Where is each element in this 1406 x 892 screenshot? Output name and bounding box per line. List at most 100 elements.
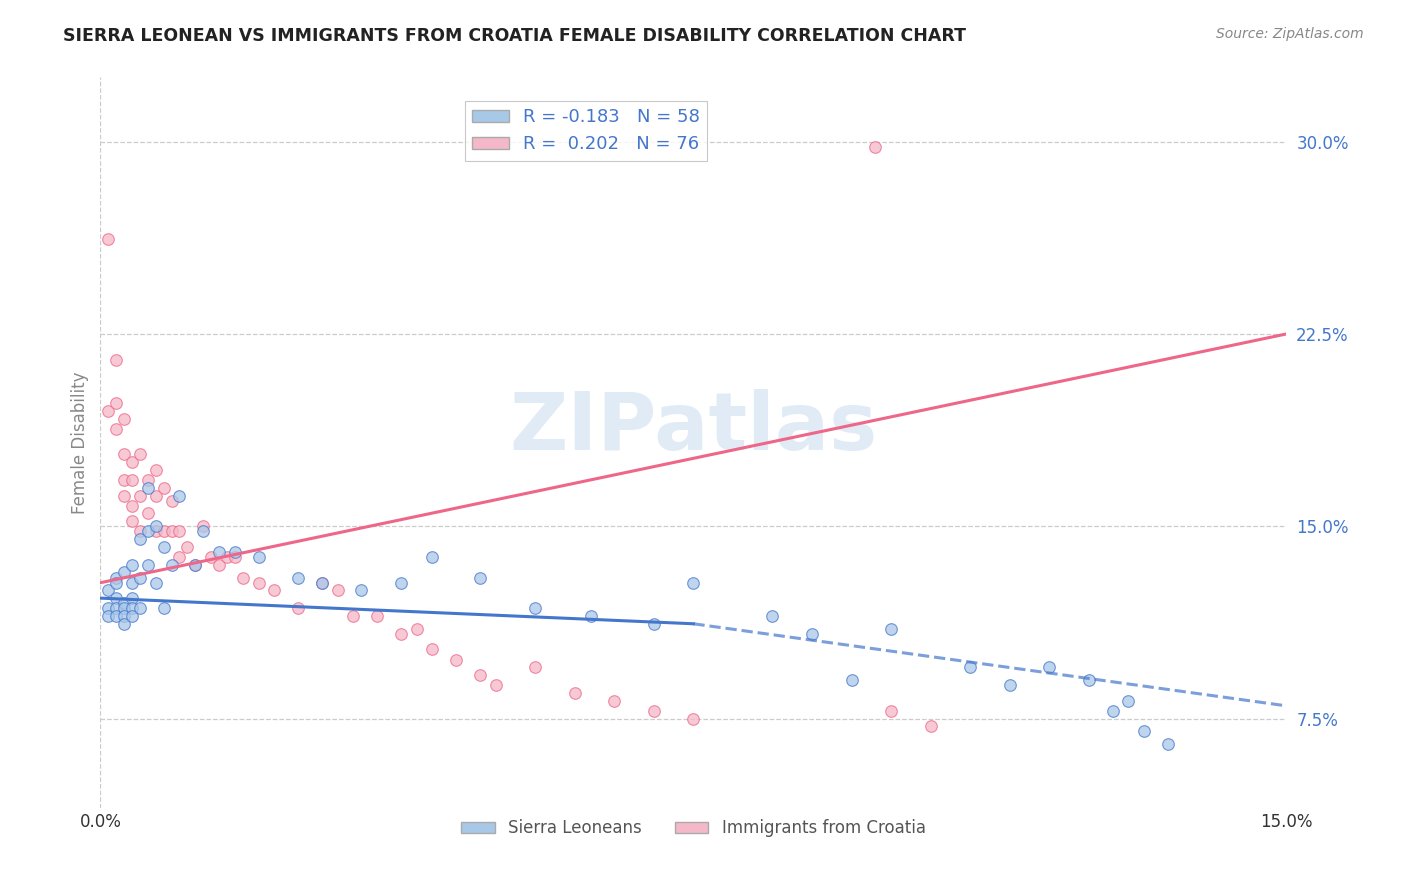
Point bbox=[215, 550, 238, 565]
Text: SIERRA LEONEAN VS IMMIGRANTS FROM CROATIA FEMALE DISABILITY CORRELATION CHART: SIERRA LEONEAN VS IMMIGRANTS FROM CROATI… bbox=[63, 27, 966, 45]
Point bbox=[128, 448, 150, 462]
Point bbox=[136, 524, 159, 539]
Point bbox=[136, 473, 159, 487]
Point bbox=[224, 545, 246, 559]
Point bbox=[97, 232, 120, 246]
Point bbox=[1101, 704, 1123, 718]
Point bbox=[422, 642, 444, 657]
Point bbox=[105, 601, 128, 615]
Text: ZIPatlas: ZIPatlas bbox=[509, 389, 877, 467]
Point bbox=[128, 601, 150, 615]
Point bbox=[1038, 660, 1060, 674]
Point bbox=[682, 575, 704, 590]
Point bbox=[184, 558, 207, 572]
Point bbox=[1133, 724, 1156, 739]
Point bbox=[311, 575, 333, 590]
Point bbox=[603, 694, 626, 708]
Point bbox=[643, 616, 665, 631]
Point bbox=[112, 609, 135, 624]
Point bbox=[208, 545, 231, 559]
Point bbox=[97, 583, 120, 598]
Point bbox=[287, 601, 309, 615]
Point bbox=[247, 550, 270, 565]
Point bbox=[160, 524, 183, 539]
Point bbox=[389, 627, 412, 641]
Point bbox=[169, 550, 191, 565]
Point bbox=[121, 455, 143, 469]
Point bbox=[105, 352, 128, 367]
Text: Source: ZipAtlas.com: Source: ZipAtlas.com bbox=[1216, 27, 1364, 41]
Point bbox=[880, 704, 903, 718]
Point bbox=[176, 540, 198, 554]
Point bbox=[263, 583, 285, 598]
Point bbox=[112, 566, 135, 580]
Point bbox=[643, 704, 665, 718]
Point bbox=[287, 571, 309, 585]
Point bbox=[389, 575, 412, 590]
Point bbox=[121, 609, 143, 624]
Point bbox=[136, 558, 159, 572]
Point bbox=[232, 571, 254, 585]
Legend: Sierra Leoneans, Immigrants from Croatia: Sierra Leoneans, Immigrants from Croatia bbox=[454, 813, 932, 844]
Point bbox=[444, 653, 467, 667]
Point bbox=[191, 524, 214, 539]
Point bbox=[128, 532, 150, 546]
Point bbox=[145, 575, 167, 590]
Point bbox=[121, 575, 143, 590]
Point bbox=[350, 583, 373, 598]
Point bbox=[112, 448, 135, 462]
Point bbox=[112, 473, 135, 487]
Point bbox=[128, 524, 150, 539]
Point bbox=[121, 601, 143, 615]
Point bbox=[160, 558, 183, 572]
Point bbox=[112, 411, 135, 425]
Point bbox=[105, 591, 128, 606]
Point bbox=[105, 571, 128, 585]
Point bbox=[145, 519, 167, 533]
Point bbox=[112, 616, 135, 631]
Point bbox=[152, 481, 174, 495]
Point bbox=[128, 489, 150, 503]
Point bbox=[169, 524, 191, 539]
Point bbox=[145, 489, 167, 503]
Point bbox=[524, 601, 547, 615]
Point bbox=[112, 601, 135, 615]
Point bbox=[160, 493, 183, 508]
Point bbox=[121, 473, 143, 487]
Point bbox=[112, 596, 135, 610]
Y-axis label: Female Disability: Female Disability bbox=[72, 372, 89, 514]
Point bbox=[468, 571, 491, 585]
Point bbox=[97, 609, 120, 624]
Point bbox=[485, 678, 508, 692]
Point bbox=[1077, 673, 1099, 688]
Point bbox=[865, 139, 887, 153]
Point bbox=[136, 507, 159, 521]
Point bbox=[191, 519, 214, 533]
Point bbox=[761, 609, 783, 624]
Point bbox=[152, 540, 174, 554]
Point bbox=[105, 396, 128, 410]
Point bbox=[880, 622, 903, 636]
Point bbox=[184, 558, 207, 572]
Point bbox=[105, 575, 128, 590]
Point bbox=[169, 489, 191, 503]
Point bbox=[121, 514, 143, 528]
Point bbox=[801, 627, 824, 641]
Point bbox=[224, 550, 246, 565]
Point bbox=[152, 524, 174, 539]
Point bbox=[105, 609, 128, 624]
Point bbox=[1157, 737, 1180, 751]
Point bbox=[405, 622, 427, 636]
Point bbox=[112, 489, 135, 503]
Point bbox=[121, 499, 143, 513]
Point bbox=[311, 575, 333, 590]
Point bbox=[579, 609, 602, 624]
Point bbox=[1118, 694, 1140, 708]
Point bbox=[564, 686, 586, 700]
Point bbox=[366, 609, 388, 624]
Point bbox=[208, 558, 231, 572]
Point bbox=[145, 463, 167, 477]
Point bbox=[128, 571, 150, 585]
Point bbox=[841, 673, 863, 688]
Point bbox=[959, 660, 981, 674]
